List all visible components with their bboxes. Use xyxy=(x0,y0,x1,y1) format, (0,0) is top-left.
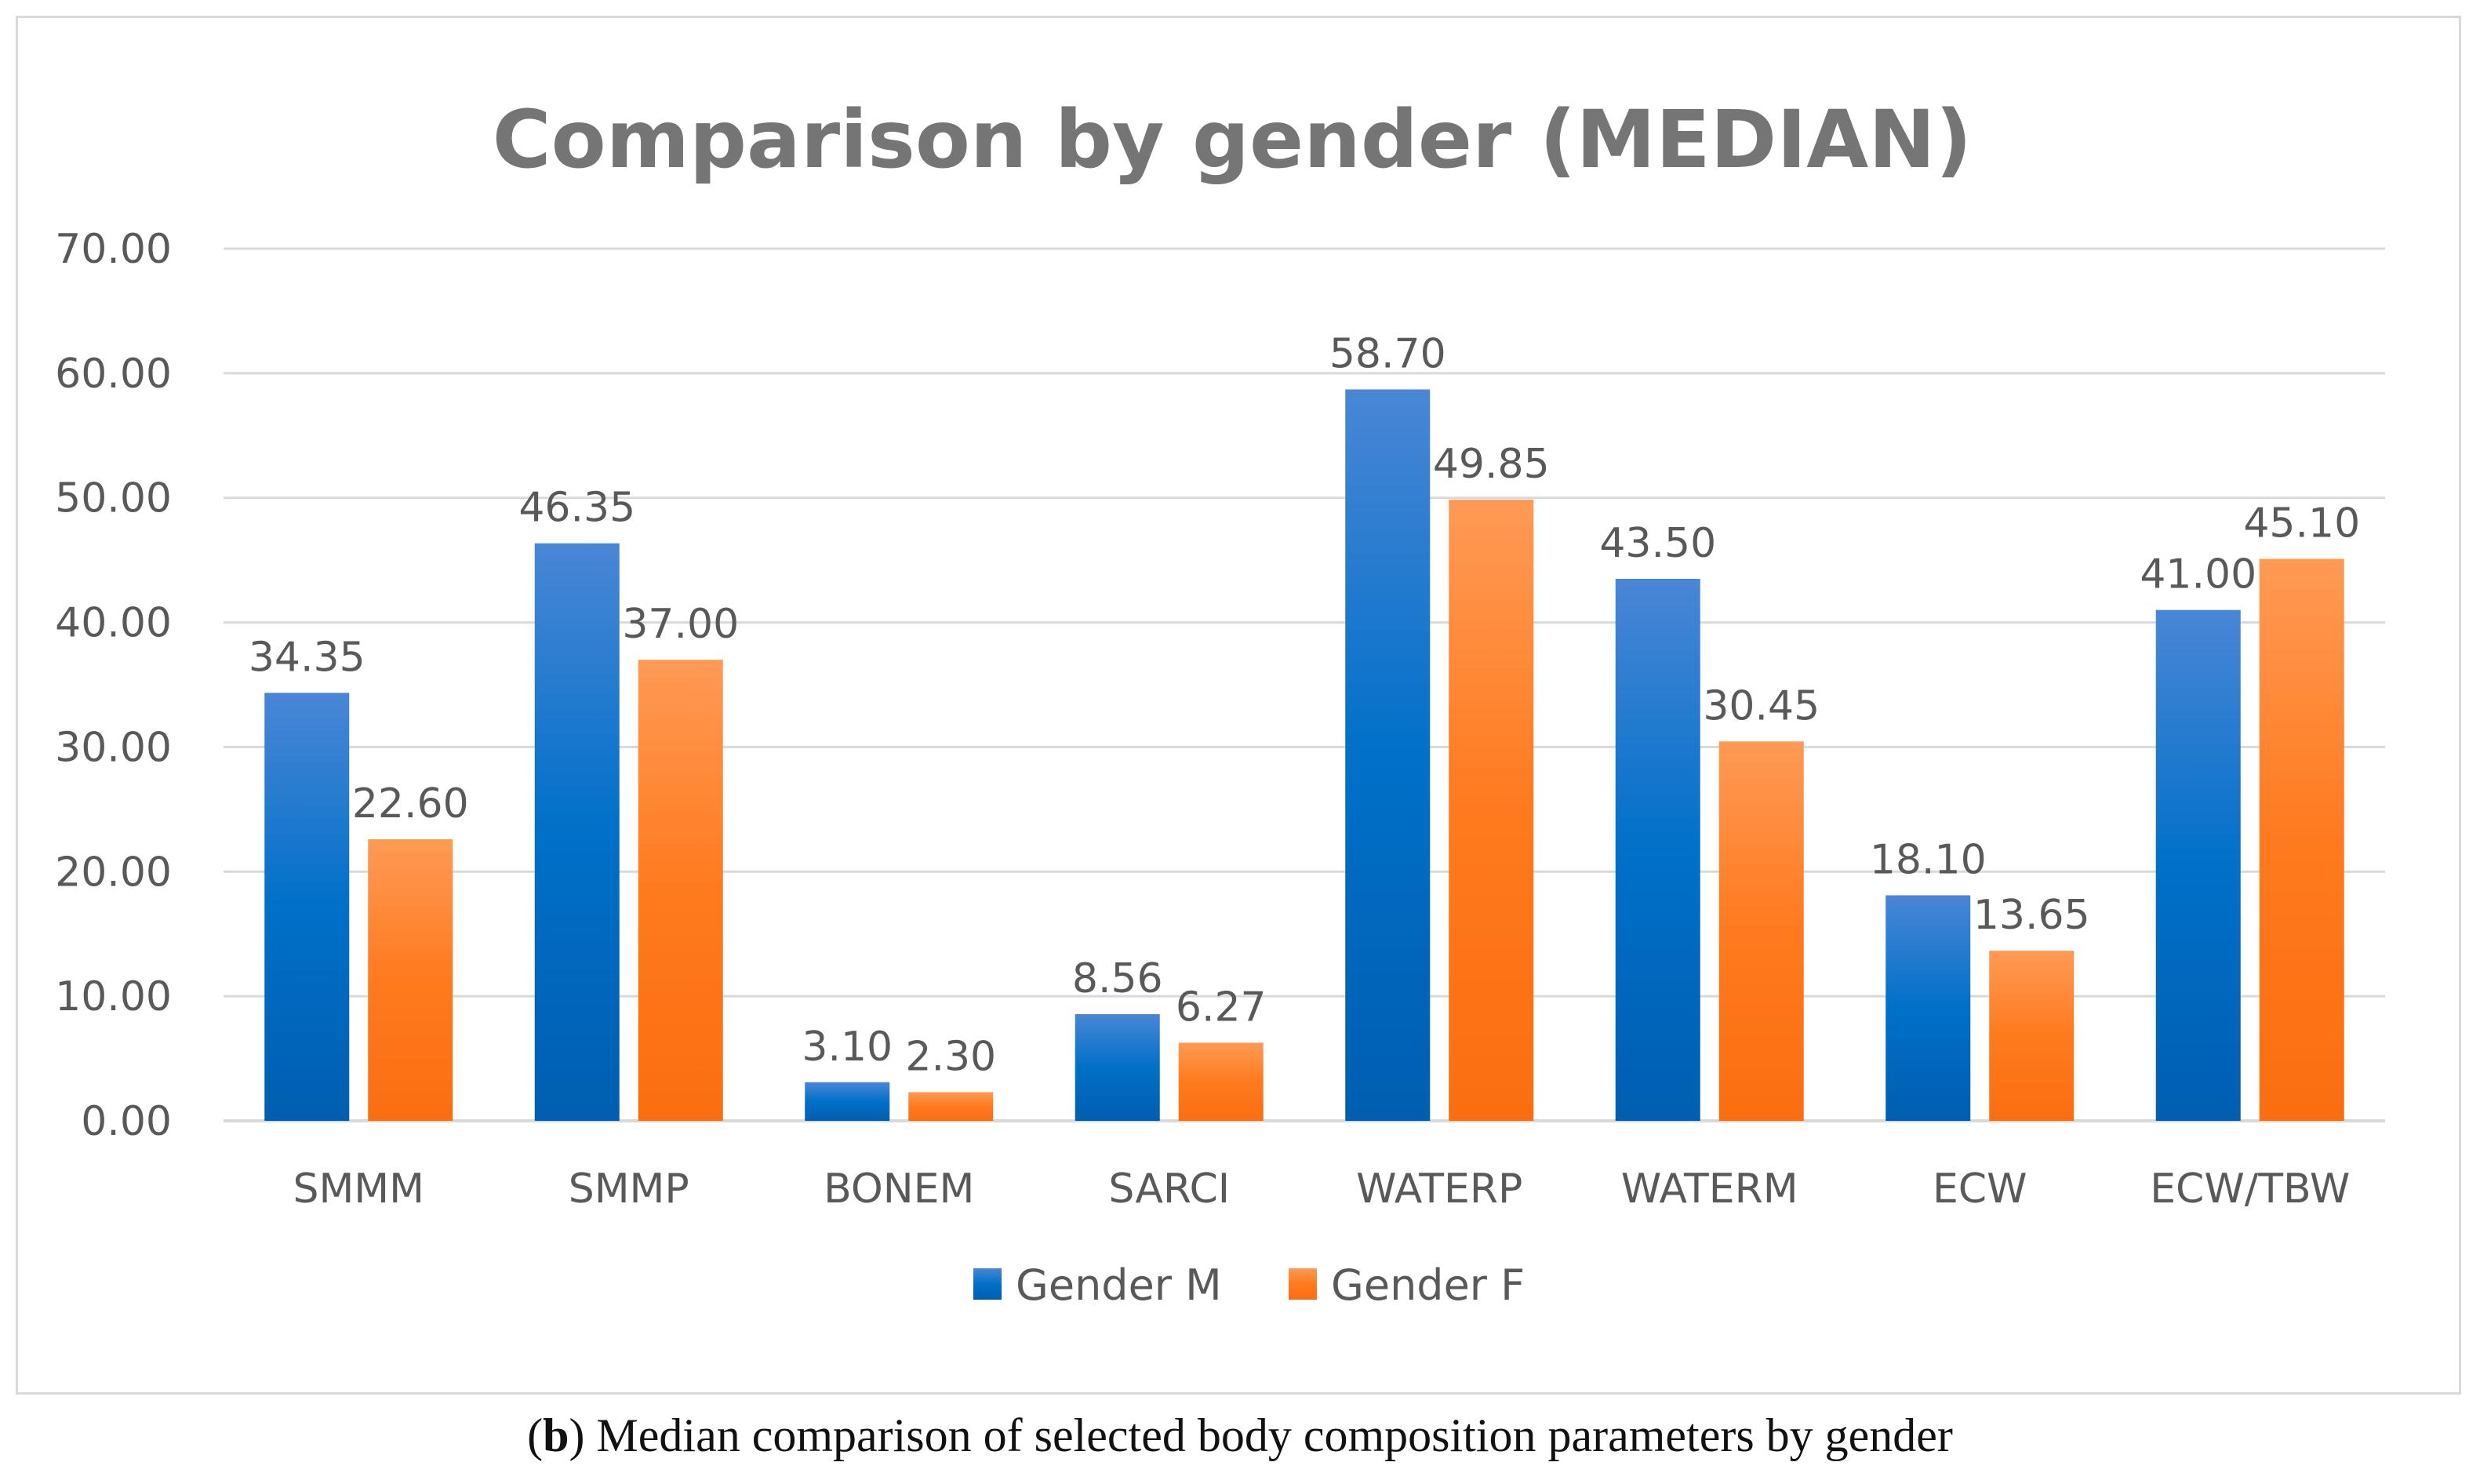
data-label-gender-f-smmp: 37.00 xyxy=(622,601,739,648)
data-label-gender-f-bonem: 2.30 xyxy=(905,1033,996,1080)
bar-gender-m-smmp xyxy=(534,543,620,1121)
data-label-gender-m-sarci: 8.56 xyxy=(1072,955,1163,1002)
legend: Gender M Gender F xyxy=(973,1260,1525,1310)
bar-gender-m-ecw-tbw xyxy=(2155,609,2241,1121)
bar-gender-f-ecw-tbw xyxy=(2259,558,2344,1121)
data-label-gender-m-bonem: 3.10 xyxy=(802,1024,893,1071)
y-tick-label: 20.00 xyxy=(55,849,172,896)
data-label-gender-f-ecw: 13.65 xyxy=(1973,892,2090,939)
x-tick-smmp: SMMP xyxy=(569,1166,689,1213)
data-label-gender-m-waterm: 43.50 xyxy=(1599,520,1716,567)
chart-frame: Comparison by gender (MEDIAN) 0.00 10.00 2… xyxy=(16,16,2461,1395)
data-label-gender-m-smmp: 46.35 xyxy=(518,485,635,532)
y-tick-label: 10.00 xyxy=(55,973,172,1020)
y-tick-label: 60.00 xyxy=(55,351,172,398)
bar-gender-f-waterm xyxy=(1718,741,1804,1121)
bar-gender-m-waterp xyxy=(1345,389,1431,1122)
bar-gender-f-waterp xyxy=(1449,500,1534,1121)
data-label-gender-m-waterp: 58.70 xyxy=(1329,331,1446,378)
y-tick-label: 30.00 xyxy=(55,724,172,771)
data-label-gender-m-ecw: 18.10 xyxy=(1870,836,1987,883)
figure-caption: (b) Median comparison of selected body c… xyxy=(527,1409,1953,1461)
x-tick-waterp: WATERP xyxy=(1356,1166,1522,1213)
legend-swatch-gender-f xyxy=(1289,1268,1317,1300)
bar-gender-m-sarci xyxy=(1075,1014,1160,1121)
x-tick-bonem: BONEM xyxy=(824,1166,974,1213)
y-tick-label: 40.00 xyxy=(55,600,172,647)
bar-chart: Comparison by gender (MEDIAN) 0.00 10.00 2… xyxy=(55,93,2385,1310)
legend-swatch-gender-m xyxy=(973,1268,1002,1300)
bar-gender-m-bonem xyxy=(805,1082,890,1121)
bar-gender-f-smmp xyxy=(638,660,723,1121)
x-tick-ecw: ECW xyxy=(1933,1166,2027,1213)
data-label-gender-f-waterp: 49.85 xyxy=(1433,441,1550,488)
data-label-gender-f-waterm: 30.45 xyxy=(1703,682,1820,729)
bar-gender-f-bonem xyxy=(908,1092,994,1121)
caption-panel-letter: b xyxy=(543,1409,569,1461)
data-label-gender-f-ecw-tbw: 45.10 xyxy=(2243,500,2360,547)
bar-gender-m-smmm xyxy=(264,693,350,1121)
caption-text: Median comparison of selected body compo… xyxy=(596,1409,1953,1461)
x-tick-ecw-tbw: ECW/TBW xyxy=(2150,1166,2350,1213)
data-labels: 34.35 22.60 46.35 37.00 3.10 2.30 8.56 6.27 58.7… xyxy=(249,331,2360,1081)
bar-gender-f-sarci xyxy=(1178,1042,1264,1121)
y-tick-label: 50.00 xyxy=(55,475,172,522)
bar-gender-f-ecw xyxy=(1989,951,2075,1121)
x-tick-waterm: WATERM xyxy=(1621,1166,1798,1213)
legend-label-gender-f: Gender F xyxy=(1331,1260,1525,1310)
x-tick-smmm: SMMM xyxy=(293,1166,424,1213)
bars xyxy=(264,389,2344,1122)
bar-gender-m-ecw xyxy=(1885,895,1971,1121)
data-label-gender-f-smmm: 22.60 xyxy=(352,780,469,827)
chart-title: Comparison by gender (MEDIAN) xyxy=(493,93,1972,187)
bar-gender-m-waterm xyxy=(1615,578,1700,1121)
legend-label-gender-m: Gender M xyxy=(1016,1260,1222,1310)
y-tick-label: 0.00 xyxy=(81,1098,172,1145)
data-label-gender-m-smmm: 34.35 xyxy=(249,634,365,681)
y-tick-label: 70.00 xyxy=(55,226,172,273)
data-label-gender-f-sarci: 6.27 xyxy=(1176,984,1267,1031)
bar-gender-f-smmm xyxy=(368,838,453,1121)
x-axis-ticks: SMMM SMMP BONEM SARCI WATERP WATERM ECW ECW/TBW xyxy=(293,1166,2350,1213)
data-label-gender-m-ecw-tbw: 41.00 xyxy=(2140,551,2256,598)
x-tick-sarci: SARCI xyxy=(1108,1166,1230,1213)
y-axis-ticks: 0.00 10.00 20.00 30.00 40.00 50.00 60.00 70.00 xyxy=(55,226,172,1145)
